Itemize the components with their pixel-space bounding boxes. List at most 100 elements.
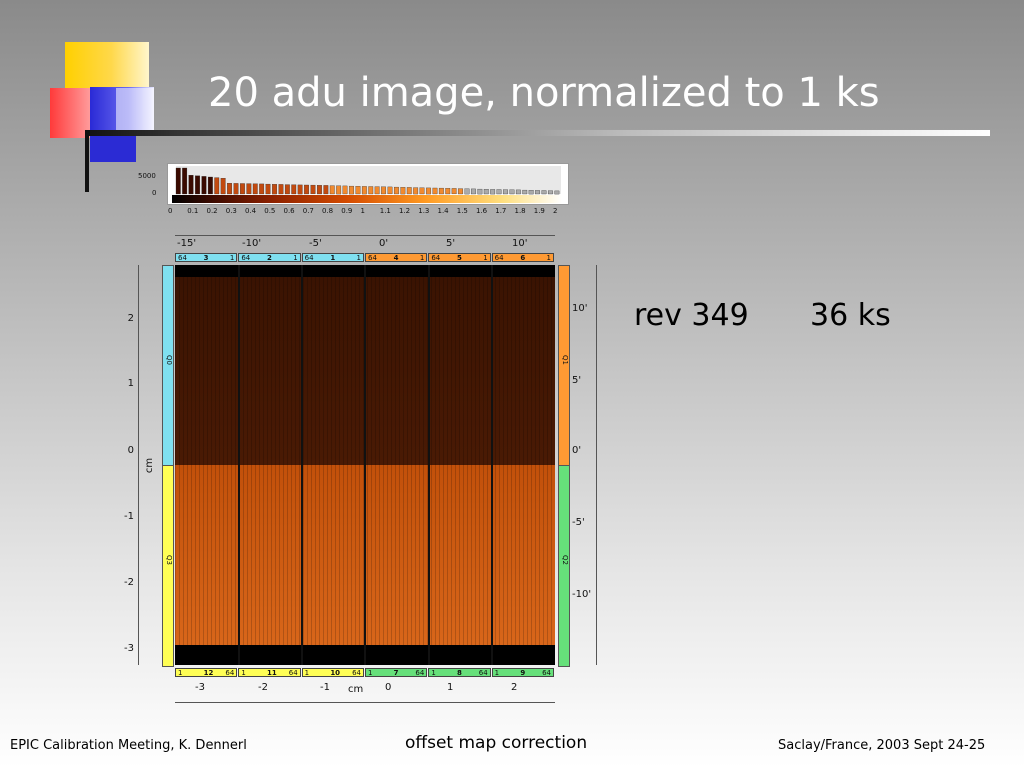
top-arcmin-tick: 5' [446, 238, 456, 249]
ccd-number: 6 [520, 254, 526, 262]
top-arcmin-axis [175, 235, 555, 236]
ccd-left-label: 1 [178, 669, 183, 677]
histogram-bar [548, 190, 553, 195]
ccd-box: 64 1 1 [301, 253, 364, 262]
histogram-bar [509, 189, 515, 195]
ccd-left-label: 1 [368, 669, 373, 677]
histogram-bar [458, 188, 463, 195]
histogram-bar [490, 189, 496, 195]
ccd-left-label: 64 [431, 254, 441, 262]
title-underline [85, 130, 990, 136]
ccd-right-label: 1 [419, 254, 425, 262]
histogram-bar [246, 183, 252, 195]
ccd-left-label: 64 [304, 254, 314, 262]
colorbar-tick-label: 1.1 [379, 207, 391, 215]
histogram-bar [310, 184, 316, 195]
histogram-bar [522, 189, 528, 195]
colorbar-tick-label: 1.5 [456, 207, 468, 215]
footer-left: EPIC Calibration Meeting, K. Dennerl [10, 738, 247, 753]
top-arcmin-tick: -15' [177, 238, 197, 249]
histogram-bar [528, 190, 534, 195]
ccd-box: 64 5 1 [428, 253, 491, 262]
ccd-number: 3 [203, 254, 209, 262]
histogram-bar [361, 186, 367, 195]
title-vertical-rule [85, 130, 89, 192]
exposure-label: 36 ks [810, 298, 891, 333]
colorbar-tick-label: 1 [360, 207, 365, 215]
right-arcmin-ticks: 10' 5' 0' -5' -10' [572, 265, 596, 665]
ccd-right-label: 1 [293, 254, 298, 262]
colorbar-tick-label: 1.6 [476, 207, 488, 215]
bottom-cm-tick: -3 [195, 682, 205, 693]
quadrant-3-label: Q3 [164, 555, 173, 565]
colorbar [172, 195, 562, 203]
histogram-bar [394, 186, 399, 195]
histogram-bar [297, 184, 303, 195]
histogram-bar [368, 186, 374, 195]
ccd-right-label: 64 [288, 669, 298, 677]
bottom-cm-axis [175, 702, 555, 703]
histogram-bar [477, 188, 483, 195]
colorbar-tick-label: 1.4 [437, 207, 449, 215]
ccd-box: 1 9 64 [491, 668, 554, 677]
histogram-bar [426, 187, 431, 195]
ccd-left-label: 64 [241, 254, 251, 262]
histogram-bar [227, 183, 232, 195]
histogram-bar [432, 187, 438, 195]
colorbar-ticks: 0 0.1 0.2 0.3 0.4 0.5 0.6 0.7 0.8 0.9 1 1.1 1.2 1.3 1.… [167, 207, 567, 217]
histogram-bar [291, 184, 297, 195]
ccd-box: 1 8 64 [428, 668, 491, 677]
histogram-y-tick: 5000 [138, 172, 156, 180]
ccd-left-label: 1 [431, 669, 436, 677]
ccd-number: 5 [456, 254, 462, 262]
detector-image [175, 265, 555, 665]
quadrant-1-strip: Q1 [558, 265, 570, 467]
histogram-bar [182, 167, 188, 195]
right-arcmin-tick: -5' [572, 517, 585, 528]
top-arcmin-tick: 10' [512, 238, 528, 249]
histogram-bar [451, 188, 457, 195]
revolution-label: rev 349 [634, 298, 749, 333]
histogram-bar [445, 188, 451, 195]
bottom-cm-tick: 2 [511, 682, 518, 693]
histogram-bar [464, 188, 470, 195]
histogram-bar [259, 183, 265, 195]
histogram-bar [438, 187, 444, 195]
colorbar-tick-label: 0.4 [245, 207, 257, 215]
colorbar-tick-label: 1.9 [533, 207, 545, 215]
ccd-left-label: 64 [178, 254, 187, 262]
histogram-bar [400, 187, 406, 195]
histogram-y-tick: 0 [152, 189, 157, 197]
left-cm-tick: -3 [124, 643, 134, 654]
ccd-number: 1 [330, 254, 336, 262]
ccd-number: 9 [520, 669, 526, 677]
histogram-bar [535, 190, 540, 195]
histogram-bar [329, 185, 335, 195]
colorbar-tick-label: 1.7 [495, 207, 507, 215]
footer-right: Saclay/France, 2003 Sept 24-25 [778, 738, 986, 753]
colorbar-tick-label: 0.8 [322, 207, 334, 215]
colorbar-tick-label: 0.1 [187, 207, 199, 215]
bottom-axis-label: cm [348, 684, 364, 695]
left-cm-tick: -2 [124, 577, 134, 588]
histogram-bar [265, 183, 271, 195]
quadrant-0-label: Q0 [164, 355, 173, 365]
histogram-bar [554, 190, 560, 195]
quadrant-2-label: Q2 [560, 555, 569, 565]
ccd-right-label: 64 [415, 669, 425, 677]
histogram-bar [284, 184, 290, 195]
histogram-bar [515, 189, 521, 195]
histogram-bar [483, 189, 489, 195]
footer-center: offset map correction [405, 733, 588, 753]
ccd-right-label: 1 [229, 254, 235, 262]
right-arcmin-tick: 10' [572, 303, 588, 314]
colorbar-tick-label: 1.3 [418, 207, 430, 215]
histogram-bars [175, 166, 561, 195]
histogram-bar [304, 184, 309, 195]
histogram-bar [201, 176, 207, 195]
histogram-bar [220, 178, 226, 195]
ccd-box: 1 10 64 [301, 668, 364, 677]
ccd-box: 1 11 64 [238, 668, 301, 677]
colorbar-tick-label: 0.9 [341, 207, 353, 215]
ccd-box: 64 4 1 [365, 253, 428, 262]
